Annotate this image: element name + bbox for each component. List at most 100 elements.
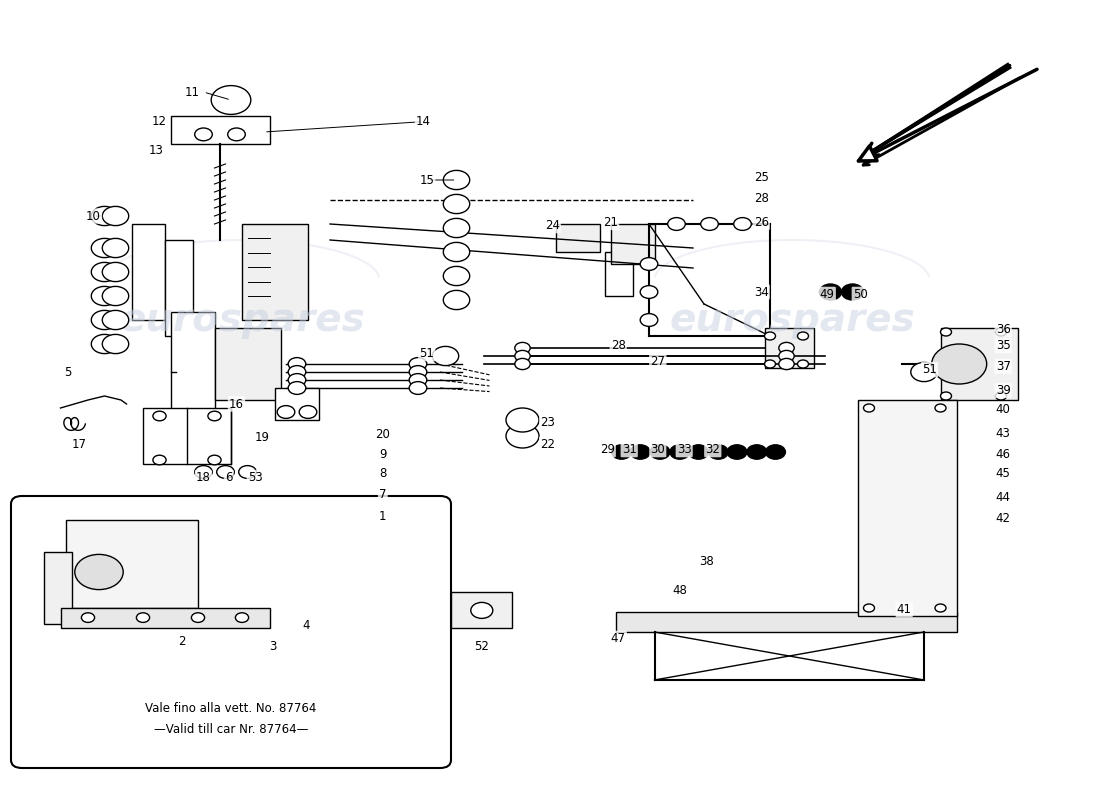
Circle shape	[102, 238, 129, 258]
Text: 26: 26	[754, 216, 769, 229]
Text: 28: 28	[610, 339, 626, 352]
Circle shape	[81, 613, 95, 622]
Circle shape	[288, 374, 306, 386]
Circle shape	[102, 286, 129, 306]
Bar	[44, 552, 72, 624]
Text: 1: 1	[379, 510, 386, 522]
Circle shape	[443, 218, 470, 238]
Circle shape	[409, 358, 427, 370]
Text: 34: 34	[754, 286, 769, 298]
Text: 38: 38	[698, 555, 714, 568]
Text: 20: 20	[375, 428, 390, 441]
Circle shape	[506, 424, 539, 448]
Circle shape	[747, 445, 767, 459]
Circle shape	[798, 360, 808, 368]
Text: 39: 39	[996, 384, 1011, 397]
Circle shape	[191, 613, 205, 622]
Circle shape	[91, 286, 118, 306]
Text: 51: 51	[922, 363, 937, 376]
Text: 32: 32	[705, 443, 720, 456]
Text: 31: 31	[621, 443, 637, 456]
Text: 24: 24	[544, 219, 560, 232]
Circle shape	[612, 445, 631, 459]
Circle shape	[443, 194, 470, 214]
Circle shape	[701, 218, 718, 230]
Text: 41: 41	[896, 603, 912, 616]
Circle shape	[764, 360, 776, 368]
Circle shape	[153, 411, 166, 421]
Text: 3: 3	[270, 640, 276, 653]
Bar	[616, 612, 957, 632]
Text: eurospares: eurospares	[669, 301, 915, 339]
Text: 47: 47	[610, 632, 626, 645]
Circle shape	[471, 602, 493, 618]
Circle shape	[650, 445, 670, 459]
Text: 53: 53	[248, 471, 263, 484]
Circle shape	[195, 466, 212, 478]
Circle shape	[820, 284, 842, 300]
Circle shape	[864, 404, 874, 412]
Circle shape	[102, 310, 129, 330]
Text: 50: 50	[852, 288, 868, 301]
Text: 35: 35	[996, 339, 1011, 352]
Text: 44: 44	[996, 491, 1011, 504]
Text: 8: 8	[379, 467, 386, 480]
Circle shape	[443, 266, 470, 286]
Circle shape	[443, 170, 470, 190]
Circle shape	[91, 238, 118, 258]
Circle shape	[708, 445, 728, 459]
Text: 21: 21	[603, 216, 618, 229]
Circle shape	[299, 406, 317, 418]
Text: 2: 2	[178, 635, 185, 648]
Circle shape	[228, 128, 245, 141]
Circle shape	[640, 286, 658, 298]
Text: 4: 4	[302, 619, 309, 632]
Text: —Valid till car Nr. 87764—: —Valid till car Nr. 87764—	[154, 723, 308, 736]
Text: 12: 12	[152, 115, 167, 128]
Circle shape	[996, 328, 1006, 336]
Text: 9: 9	[379, 448, 386, 461]
Text: 46: 46	[996, 448, 1011, 461]
Circle shape	[798, 332, 808, 340]
Circle shape	[288, 382, 306, 394]
Circle shape	[195, 128, 212, 141]
Circle shape	[506, 408, 539, 432]
Circle shape	[235, 613, 249, 622]
Circle shape	[864, 604, 874, 612]
Circle shape	[630, 445, 650, 459]
Text: eurospares: eurospares	[119, 301, 365, 339]
Circle shape	[443, 290, 470, 310]
Text: 7: 7	[379, 488, 386, 501]
Bar	[132, 224, 165, 320]
Bar	[165, 240, 192, 336]
Circle shape	[911, 362, 937, 382]
Bar	[940, 328, 1018, 400]
Circle shape	[432, 346, 459, 366]
Text: 22: 22	[540, 438, 556, 450]
Circle shape	[779, 350, 794, 362]
Bar	[170, 116, 270, 144]
Bar	[242, 224, 308, 320]
Circle shape	[217, 466, 234, 478]
Text: 15: 15	[419, 174, 435, 186]
Circle shape	[153, 455, 166, 465]
Text: Vale fino alla vett. No. 87764: Vale fino alla vett. No. 87764	[145, 702, 317, 714]
Circle shape	[91, 206, 118, 226]
Circle shape	[640, 258, 658, 270]
Text: 49: 49	[820, 288, 835, 301]
Circle shape	[515, 342, 530, 354]
Circle shape	[91, 262, 118, 282]
Text: 27: 27	[650, 355, 666, 368]
Circle shape	[443, 242, 470, 262]
Text: 29: 29	[600, 443, 615, 456]
FancyBboxPatch shape	[11, 496, 451, 768]
Text: 23: 23	[540, 416, 556, 429]
Circle shape	[640, 314, 658, 326]
Bar	[451, 592, 512, 628]
Circle shape	[211, 86, 251, 114]
Text: 42: 42	[996, 512, 1011, 525]
Circle shape	[91, 310, 118, 330]
Text: 16: 16	[229, 398, 244, 410]
Bar	[605, 252, 632, 296]
Text: 19: 19	[254, 431, 270, 444]
